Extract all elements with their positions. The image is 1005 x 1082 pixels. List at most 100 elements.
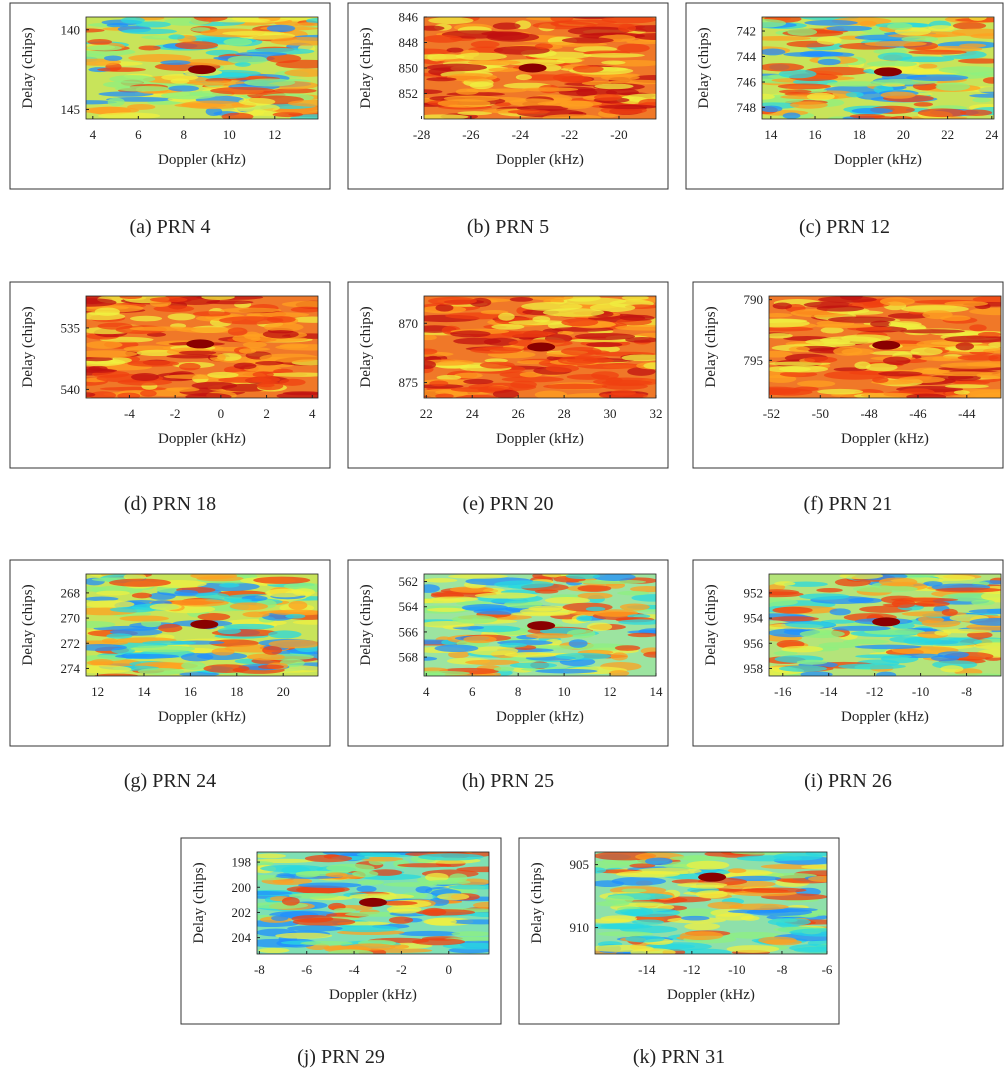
x-axis-label: Doppler (kHz)	[496, 152, 584, 168]
heatmap-texture	[258, 664, 284, 670]
heatmap-texture	[910, 347, 943, 356]
heatmap-texture	[817, 58, 841, 66]
heatmap-texture	[424, 670, 471, 676]
heatmap-texture	[279, 378, 306, 386]
heatmap-texture	[219, 316, 284, 325]
heatmap-texture	[192, 311, 231, 317]
x-axis-label: Doppler (kHz)	[667, 987, 755, 1003]
x-tick-label: 4	[423, 684, 430, 699]
plot-border	[594, 851, 828, 955]
heatmap-texture	[426, 63, 488, 72]
heatmap-texture	[494, 580, 554, 589]
heatmap-texture	[934, 630, 952, 636]
heatmap-texture	[160, 60, 191, 65]
heatmap-texture	[631, 594, 656, 602]
heatmap-texture	[859, 20, 877, 27]
heatmap-texture	[577, 585, 612, 592]
heatmap-texture	[982, 77, 994, 84]
x-tick-label: -20	[610, 127, 627, 142]
heatmap-texture	[804, 356, 838, 363]
heatmap-texture	[519, 371, 543, 378]
heatmap-texture	[617, 590, 650, 596]
heatmap-texture	[253, 576, 311, 584]
heatmap-texture	[969, 324, 987, 332]
x-tick-label: -14	[820, 684, 838, 699]
heatmap-texture	[724, 931, 781, 939]
heatmap-texture	[534, 589, 559, 594]
heatmap-texture	[976, 371, 1001, 380]
heatmap-texture	[290, 114, 318, 119]
heatmap-texture	[257, 891, 293, 896]
heatmap-texture	[290, 306, 318, 313]
y-tick-label: 540	[61, 382, 81, 397]
heatmap-texture	[179, 362, 201, 371]
heatmap-texture	[437, 893, 470, 901]
heatmap-texture	[565, 574, 601, 580]
heatmap-texture	[560, 19, 617, 25]
heatmap-texture	[493, 46, 550, 55]
y-tick-label: 905	[570, 857, 590, 872]
x-tick-label: -10	[728, 962, 745, 977]
heatmap-texture	[935, 587, 1001, 593]
heatmap-texture	[543, 383, 608, 390]
heatmap-texture	[727, 868, 747, 874]
heatmap-texture	[937, 651, 969, 659]
heatmap-texture	[424, 34, 463, 43]
y-axis-label: Delay (chips)	[358, 27, 374, 108]
heatmap-texture	[762, 63, 805, 72]
heatmap-texture	[246, 653, 285, 661]
heatmap-texture	[263, 322, 304, 332]
heatmap-texture	[914, 601, 950, 607]
heatmap-texture	[450, 330, 491, 338]
heatmap-texture	[259, 353, 318, 363]
heatmap-texture	[234, 51, 288, 57]
heatmap-texture	[465, 659, 520, 666]
heatmap-texture	[424, 656, 438, 661]
heatmap-texture	[594, 83, 634, 90]
heatmap-texture	[95, 590, 131, 596]
heatmap-texture	[89, 391, 117, 398]
y-tick-label: 875	[399, 375, 419, 390]
heatmap-texture	[621, 354, 656, 362]
heatmap-texture	[769, 326, 814, 332]
heatmap-texture	[778, 89, 812, 94]
heatmap-texture	[887, 22, 913, 31]
heatmap-texture	[829, 608, 851, 616]
heatmap-texture	[983, 348, 1001, 354]
heatmap-area	[769, 574, 1001, 676]
x-tick-label: -48	[860, 406, 877, 421]
heatmap-texture	[783, 581, 828, 587]
heatmap-texture	[769, 318, 810, 328]
heatmap-texture	[625, 935, 665, 943]
heatmap-texture	[397, 863, 452, 868]
heatmap-texture	[203, 664, 250, 673]
heatmap-texture	[492, 22, 521, 30]
heatmap-texture	[288, 892, 339, 899]
heatmap-texture	[386, 905, 422, 914]
heatmap-texture	[415, 886, 433, 894]
heatmap-texture	[839, 574, 884, 580]
x-tick-label: -6	[822, 962, 833, 977]
heatmap-texture	[325, 872, 348, 878]
heatmap-texture	[281, 301, 318, 308]
heatmap-area	[424, 574, 656, 676]
heatmap-texture	[238, 348, 257, 354]
heatmap-texture	[94, 673, 139, 676]
heatmap-texture	[521, 302, 583, 311]
heatmap-texture	[980, 592, 1001, 601]
peak	[527, 621, 556, 631]
heatmap-texture	[229, 602, 269, 611]
heatmap-texture	[424, 359, 475, 366]
heatmap-texture	[686, 860, 730, 870]
heatmap-texture	[450, 386, 506, 393]
heatmap-texture	[260, 864, 324, 873]
heatmap-texture	[574, 333, 636, 340]
heatmap-texture	[969, 307, 1001, 316]
x-tick-label: -8	[961, 684, 972, 699]
heatmap-area	[595, 852, 827, 954]
heatmap-texture	[109, 578, 171, 587]
y-tick-label: 564	[399, 599, 419, 614]
x-tick-label: -22	[561, 127, 578, 142]
heatmap-texture	[127, 360, 180, 367]
caption: (c) PRN 12	[799, 216, 890, 238]
